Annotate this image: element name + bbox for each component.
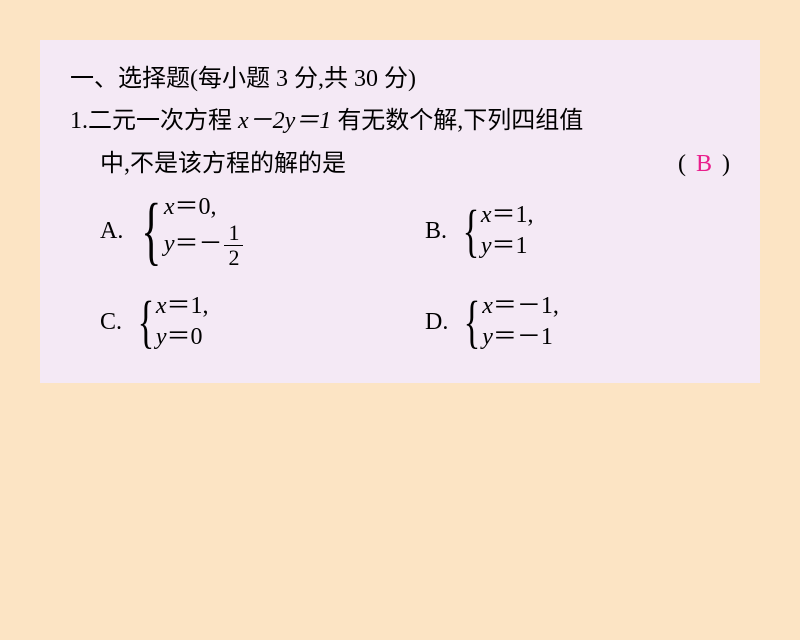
options-grid: A. { x＝0, y＝－12 B. { x＝1, y＝1 C. [70, 193, 730, 353]
option-b-equations: x＝1, y＝1 [481, 200, 534, 262]
q-equation: x－2y＝1 [238, 108, 331, 134]
paren-close: ) [722, 151, 730, 177]
option-c-system: { x＝1, y＝0 [132, 291, 209, 353]
option-d-eq2: y＝－1 [482, 322, 559, 353]
option-c-eq1: x＝1, [156, 291, 209, 322]
option-c-eq2: y＝0 [156, 322, 209, 353]
fraction: 12 [224, 222, 243, 269]
brace-icon: { [464, 296, 481, 348]
brace-icon: { [463, 205, 480, 257]
option-d-eq1: x＝－1, [482, 291, 559, 322]
option-a-label: A. [100, 212, 123, 250]
option-c-label: C. [100, 303, 122, 341]
option-d-equations: x＝－1, y＝－1 [482, 291, 559, 353]
answer-letter: B [686, 151, 722, 177]
brace-icon: { [138, 296, 155, 348]
question-line-1: 1. 二元一次方程 x－2y＝1 有无数个解,下列四组值 [70, 102, 730, 140]
question-number: 1. [70, 102, 88, 140]
option-d-system: { x＝－1, y＝－1 [458, 291, 559, 353]
q-text-2: 有无数个解,下列四组值 [331, 108, 583, 134]
option-d: D. { x＝－1, y＝－1 [425, 291, 730, 353]
section-label: 一、选择题 [70, 66, 190, 92]
section-header: 一、选择题(每小题 3 分,共 30 分) [70, 60, 730, 98]
paren-open: ( [678, 151, 686, 177]
option-c: C. { x＝1, y＝0 [100, 291, 405, 353]
option-a-equations: x＝0, y＝－12 [164, 193, 246, 269]
option-c-equations: x＝1, y＝0 [156, 291, 209, 353]
option-b-eq2: y＝1 [481, 231, 534, 262]
option-b-label: B. [425, 212, 447, 250]
question-line-2: 中,不是该方程的解的是 (B) [70, 145, 730, 183]
option-b-system: { x＝1, y＝1 [457, 200, 534, 262]
q-text-3: 中,不是该方程的解的是 [100, 145, 346, 183]
option-a-eq2: y＝－12 [164, 222, 246, 269]
option-a-eq1: x＝0, [164, 193, 246, 222]
brace-icon: { [142, 199, 162, 264]
option-b-eq1: x＝1, [481, 200, 534, 231]
option-d-label: D. [425, 303, 448, 341]
option-a-system: { x＝0, y＝－12 [133, 193, 245, 269]
document-page: 一、选择题(每小题 3 分,共 30 分) 1. 二元一次方程 x－2y＝1 有… [40, 40, 760, 383]
option-b: B. { x＝1, y＝1 [425, 193, 730, 269]
answer-paren: (B) [678, 145, 730, 183]
points-text: (每小题 3 分,共 30 分) [190, 66, 416, 92]
q-text-1: 二元一次方程 [88, 108, 238, 134]
question-body-1: 二元一次方程 x－2y＝1 有无数个解,下列四组值 [88, 102, 730, 140]
option-a: A. { x＝0, y＝－12 [100, 193, 405, 269]
